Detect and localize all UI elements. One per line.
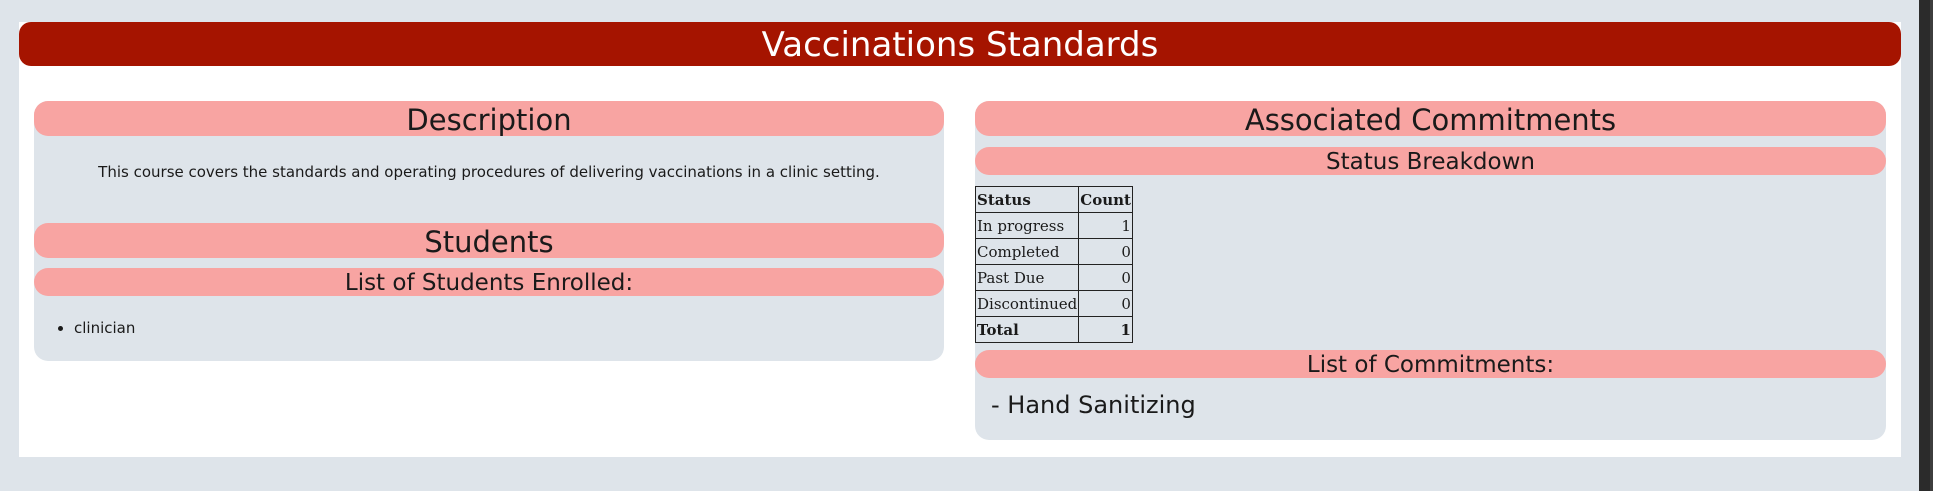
status-cell: Discontinued xyxy=(974,290,1080,317)
commitments-list-heading: List of Commitments: xyxy=(975,350,1886,378)
count-cell: 0 xyxy=(1078,290,1133,317)
total-label: Total xyxy=(974,316,1080,343)
window-edge xyxy=(1930,0,1933,491)
description-text: This course covers the standards and ope… xyxy=(98,163,880,181)
table-row: In progress 1 xyxy=(974,212,1133,239)
commitments-panel: Associated Commitments Status Breakdown … xyxy=(974,101,1886,440)
course-info-panel: Description This course covers the stand… xyxy=(34,101,944,361)
count-cell: 0 xyxy=(1078,238,1133,265)
students-heading: Students xyxy=(34,223,944,259)
table-header-row: Status Count xyxy=(974,186,1133,213)
list-item: clinician xyxy=(74,319,135,337)
status-cell: In progress xyxy=(974,212,1080,239)
description-heading: Description xyxy=(34,101,944,137)
page-container: Vaccinations Standards Description This … xyxy=(19,22,1901,457)
column-header-status: Status xyxy=(974,186,1080,213)
status-table: Status Count In progress 1 Completed 0 P… xyxy=(974,186,1133,343)
students-subheading: List of Students Enrolled: xyxy=(34,268,944,296)
table-total-row: Total 1 xyxy=(974,316,1133,343)
page-title: Vaccinations Standards xyxy=(19,22,1901,66)
table-row: Past Due 0 xyxy=(974,264,1133,291)
commitments-heading: Associated Commitments xyxy=(975,101,1886,137)
commitment-item[interactable]: - Hand Sanitizing xyxy=(991,391,1196,419)
table-row: Completed 0 xyxy=(974,238,1133,265)
total-count: 1 xyxy=(1078,316,1133,343)
window-scrollbar[interactable] xyxy=(1919,0,1933,491)
status-cell: Completed xyxy=(974,238,1080,265)
status-cell: Past Due xyxy=(974,264,1080,291)
table-row: Discontinued 0 xyxy=(974,290,1133,317)
column-header-count: Count xyxy=(1078,186,1133,213)
students-list: clinician xyxy=(56,319,135,337)
count-cell: 1 xyxy=(1078,212,1133,239)
status-breakdown-heading: Status Breakdown xyxy=(975,147,1886,175)
count-cell: 0 xyxy=(1078,264,1133,291)
